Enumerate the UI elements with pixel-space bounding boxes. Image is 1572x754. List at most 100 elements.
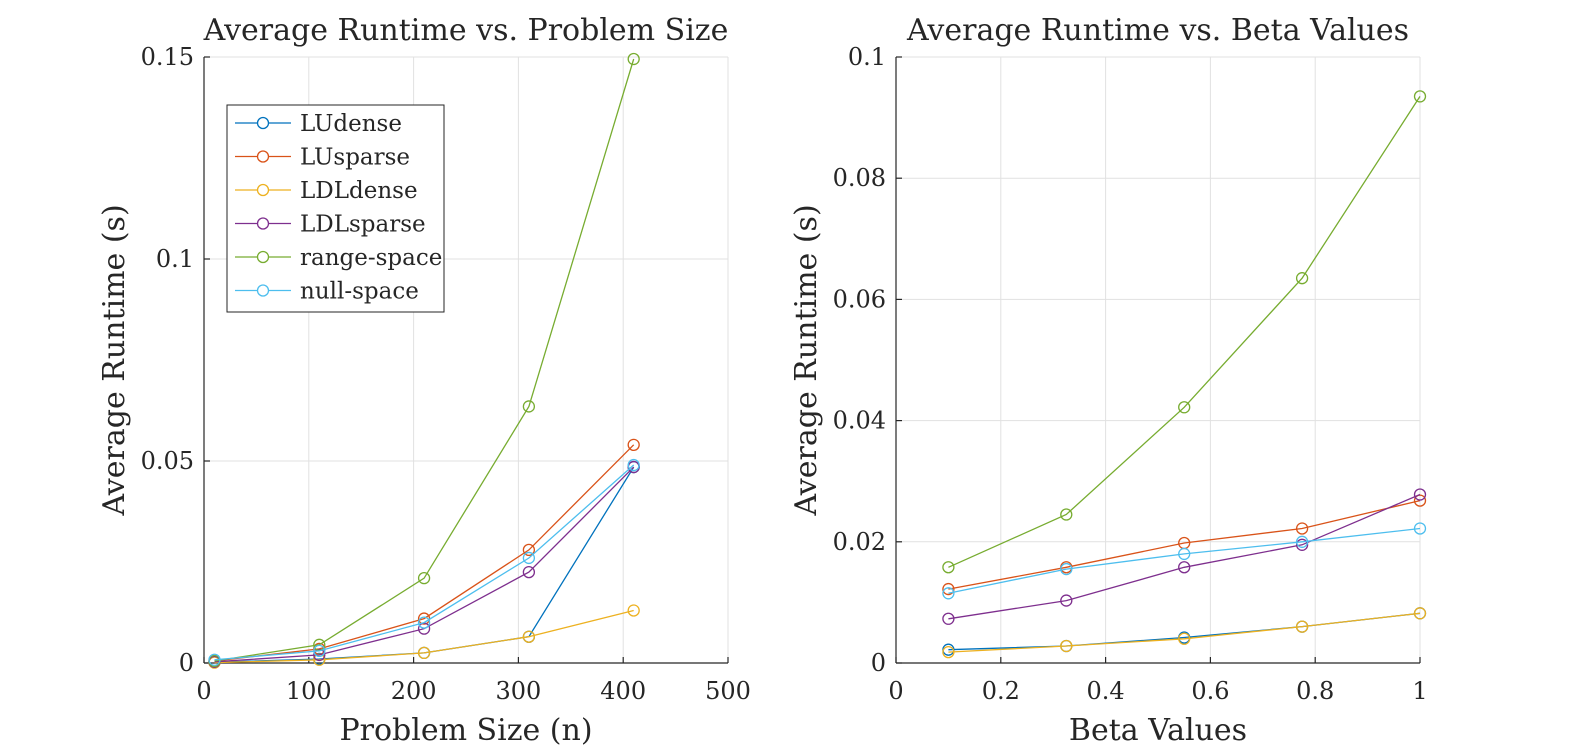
data-point xyxy=(1413,607,1427,620)
y-tick-label: 0.15 xyxy=(141,43,194,71)
x-tick-label: 1 xyxy=(1412,677,1427,705)
x-tick-label: 0.2 xyxy=(982,677,1020,705)
y-tick-label: 0 xyxy=(871,649,886,677)
legend-marker xyxy=(256,284,270,297)
series-null-space xyxy=(942,522,1427,600)
data-point xyxy=(1295,522,1309,535)
legend-item: LUsparse xyxy=(235,145,410,171)
data-point xyxy=(1295,535,1309,548)
y-tick-label: 0.04 xyxy=(833,407,886,435)
data-point xyxy=(417,646,431,660)
data-point xyxy=(942,582,955,596)
series-null-space xyxy=(208,458,640,666)
y-tick-label: 0.1 xyxy=(156,245,194,273)
x-tick-label: 500 xyxy=(705,677,751,705)
x-tick-label: 300 xyxy=(495,677,541,705)
data-point xyxy=(522,565,536,579)
legend: LUdense LUsparse LDLdense LDLsparse range-sp… xyxy=(226,104,445,313)
data-point xyxy=(942,612,955,625)
axes: 0 0.2 0.4 0.6 0.8 1 0 0.02 0.04 0.06 0.08 0.1 xyxy=(833,43,1428,705)
data-point xyxy=(522,400,536,413)
series-line xyxy=(948,499,1421,590)
legend-item: LDLdense xyxy=(235,178,418,204)
series-line xyxy=(214,609,634,664)
data-point xyxy=(522,543,536,557)
x-tick-label: 0 xyxy=(196,677,211,705)
y-tick-label: 0.02 xyxy=(833,528,886,556)
legend-marker xyxy=(256,250,270,264)
chart-title: Average Runtime vs. Beta Values xyxy=(906,13,1409,48)
series-line xyxy=(214,444,635,662)
data-point xyxy=(1295,272,1309,285)
x-tick-label: 0 xyxy=(888,677,903,705)
x-tick-label: 0.8 xyxy=(1296,677,1334,705)
x-tick-label: 0.4 xyxy=(1087,677,1125,705)
legend-label: LDLsparse xyxy=(300,212,426,238)
x-tick-label: 0.6 xyxy=(1191,677,1229,705)
data-point xyxy=(1060,508,1073,521)
data-point xyxy=(942,645,955,659)
data-point xyxy=(208,653,221,666)
series-line xyxy=(948,96,1421,568)
legend-label: LUdense xyxy=(300,111,402,137)
data-point xyxy=(313,644,326,658)
series-line xyxy=(214,58,635,662)
series-line xyxy=(948,612,1421,653)
series-line xyxy=(948,493,1421,620)
plot-area xyxy=(896,57,1420,663)
legend-label: LDLdense xyxy=(300,178,418,204)
data-point xyxy=(1178,401,1191,414)
data-point xyxy=(627,438,640,451)
series-LDLsparse xyxy=(942,488,1427,625)
y-axis-label: Average Runtime (s) xyxy=(97,204,132,516)
y-tick-label: 0 xyxy=(179,649,194,677)
axes: 0 100 200 300 400 500 0 0.05 0.1 0.15 xyxy=(141,43,751,705)
runtime-vs-problem-size-panel: Average Runtime vs. Problem Size Problem… xyxy=(97,13,751,748)
series-line xyxy=(948,527,1421,594)
data-point xyxy=(313,648,326,662)
legend-box xyxy=(226,104,445,313)
legend-item: LUdense xyxy=(235,111,402,137)
data-point xyxy=(1060,562,1073,576)
data-point xyxy=(1413,488,1427,501)
y-tick-label: 0.05 xyxy=(141,447,194,475)
legend-label: LUsparse xyxy=(300,145,410,171)
y-axis-label: Average Runtime (s) xyxy=(789,204,824,516)
data-point xyxy=(1178,632,1191,645)
data-point xyxy=(1060,639,1073,653)
data-point xyxy=(1413,90,1427,103)
plot-background xyxy=(896,57,1420,663)
legend-label: null-space xyxy=(300,279,419,305)
series-LDLdense xyxy=(942,607,1427,659)
legend-marker xyxy=(256,217,270,230)
series-line xyxy=(214,464,635,661)
legend-marker xyxy=(256,183,270,197)
data-point xyxy=(417,616,431,629)
data-point xyxy=(1413,522,1427,535)
data-point xyxy=(1060,594,1073,607)
x-tick-label: 200 xyxy=(391,677,437,705)
data-point xyxy=(1295,538,1309,551)
x-axis-label: Problem Size (n) xyxy=(339,713,592,748)
data-point xyxy=(1178,561,1191,574)
legend-marker xyxy=(256,116,270,130)
data-point xyxy=(522,630,536,643)
series-range-space xyxy=(942,90,1427,574)
legend-label: range-space xyxy=(300,245,442,271)
series-LDLdense xyxy=(208,604,640,669)
data-point xyxy=(942,561,955,574)
y-tick-label: 0.06 xyxy=(833,285,886,313)
x-tick-label: 400 xyxy=(600,677,646,705)
legend-item: range-space xyxy=(235,245,442,271)
chart-title: Average Runtime vs. Problem Size xyxy=(203,13,729,48)
runtime-vs-beta-panel: Average Runtime vs. Beta Values Beta Val… xyxy=(789,13,1428,748)
data-point xyxy=(522,551,536,565)
y-tick-label: 0.08 xyxy=(833,164,886,192)
x-axis-label: Beta Values xyxy=(1069,713,1247,748)
legend-item: LDLsparse xyxy=(235,212,426,238)
data-point xyxy=(627,52,640,66)
legend-item: null-space xyxy=(235,279,419,305)
data-point xyxy=(627,458,640,472)
y-tick-label: 0.1 xyxy=(848,43,886,71)
